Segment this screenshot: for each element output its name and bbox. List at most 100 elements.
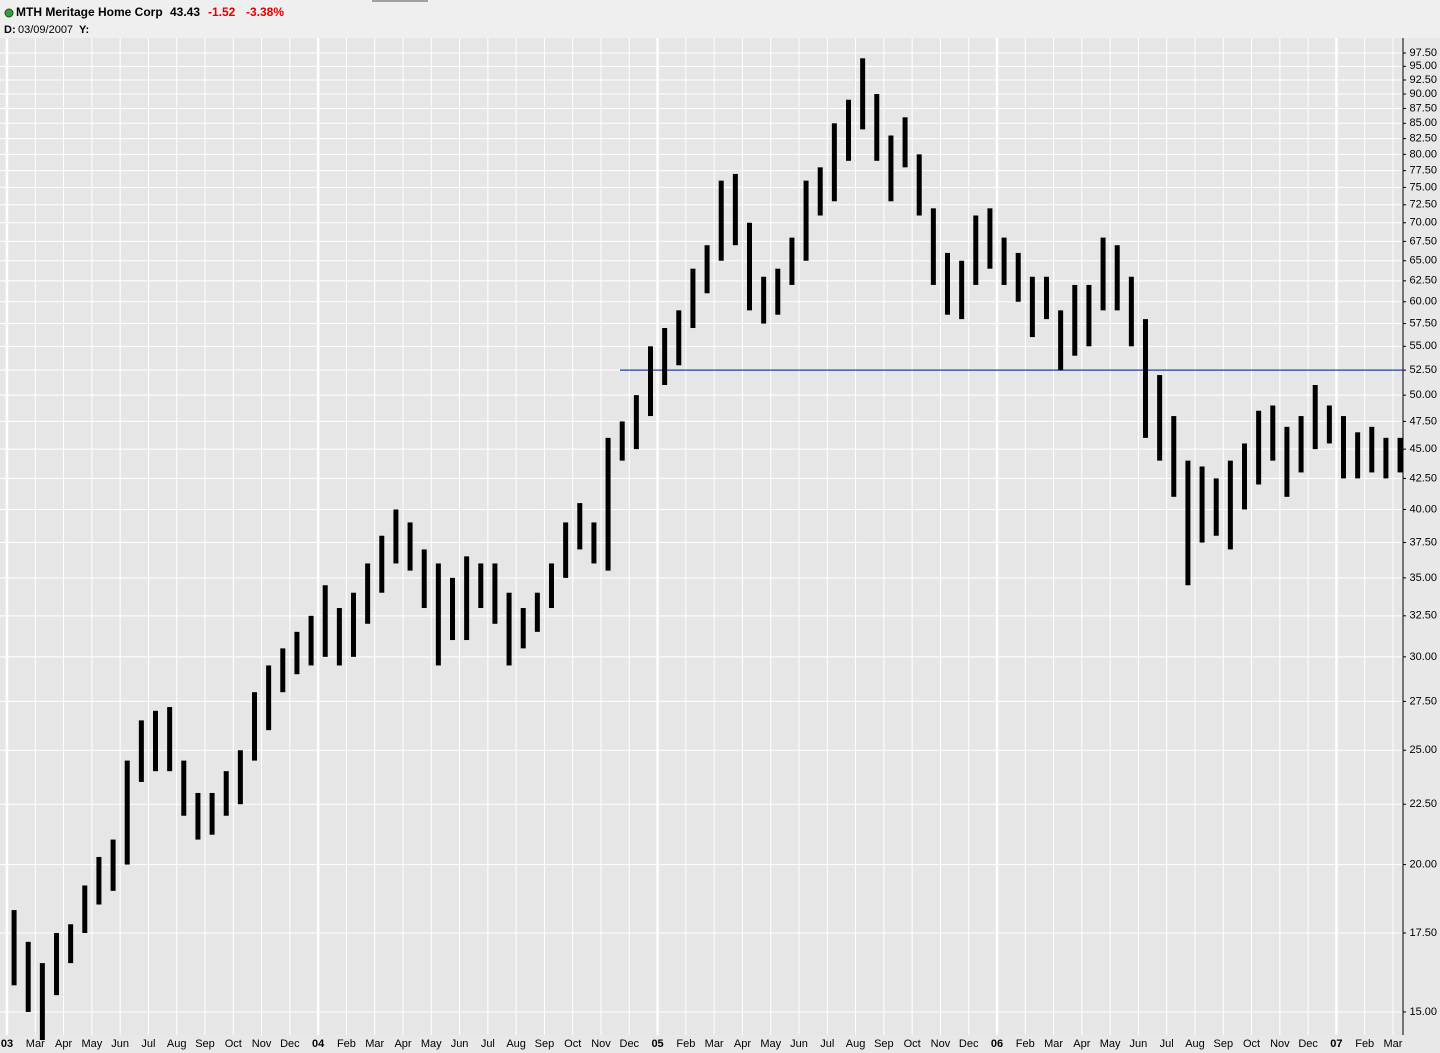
price-bar bbox=[223, 771, 229, 816]
y-tick-label: 52.50 bbox=[1409, 364, 1437, 376]
price-bar bbox=[1015, 252, 1021, 302]
y-tick-label: 77.50 bbox=[1409, 165, 1437, 177]
price-bar bbox=[478, 563, 484, 609]
x-tick-label: May bbox=[760, 1038, 781, 1050]
price-bar bbox=[789, 237, 795, 285]
x-tick-label: Dec bbox=[1298, 1038, 1318, 1050]
x-tick-label: Nov bbox=[591, 1038, 611, 1050]
x-tick-label: May bbox=[81, 1038, 102, 1050]
x-tick-label: 04 bbox=[312, 1038, 325, 1050]
y-tick-label: 60.00 bbox=[1409, 296, 1437, 308]
price-bar bbox=[549, 563, 554, 609]
scroll-handle bbox=[372, 0, 428, 2]
price-bar bbox=[987, 208, 993, 269]
price-bar bbox=[563, 522, 569, 578]
price-bar bbox=[25, 941, 31, 1012]
y-tick-label: 90.00 bbox=[1409, 88, 1437, 100]
x-tick-label: Nov bbox=[252, 1038, 272, 1050]
price-bar bbox=[39, 963, 45, 1041]
x-tick-label: Apr bbox=[734, 1038, 751, 1050]
price-bar bbox=[1341, 416, 1346, 479]
y-tick-label: 22.50 bbox=[1409, 798, 1437, 810]
x-tick-label: Sep bbox=[195, 1038, 215, 1050]
y-tick-label: 55.00 bbox=[1409, 340, 1437, 352]
x-tick-label: 05 bbox=[651, 1038, 663, 1050]
change: -1.52 bbox=[208, 5, 236, 19]
price-bar bbox=[1157, 375, 1163, 461]
price-bar bbox=[1128, 276, 1134, 347]
x-tick-label: 03 bbox=[1, 1038, 13, 1050]
x-tick-label: Oct bbox=[1243, 1038, 1260, 1050]
x-tick-label: Dec bbox=[280, 1038, 300, 1050]
y-tick-label: 72.50 bbox=[1409, 199, 1437, 211]
price-bar bbox=[492, 563, 498, 624]
x-tick-label: Mar bbox=[365, 1038, 384, 1050]
price-bar bbox=[393, 509, 399, 564]
price-bar bbox=[1242, 443, 1247, 510]
price-bar bbox=[1383, 437, 1389, 479]
price-bar bbox=[421, 549, 427, 609]
x-tick-label: Mar bbox=[1384, 1038, 1403, 1050]
x-tick-label: Nov bbox=[1270, 1038, 1290, 1050]
price-bar bbox=[973, 215, 979, 285]
price-bar bbox=[1256, 410, 1262, 485]
y-tick-label: 45.00 bbox=[1409, 443, 1437, 455]
x-tick-label: Mar bbox=[26, 1038, 45, 1050]
price-bar bbox=[676, 310, 682, 366]
y-tick-label: 82.50 bbox=[1409, 133, 1437, 145]
price-bar bbox=[1355, 432, 1361, 479]
y-tick-label: 57.50 bbox=[1409, 317, 1437, 329]
price-bar bbox=[124, 760, 130, 865]
price-bar bbox=[1114, 245, 1120, 311]
price-bar bbox=[407, 522, 413, 571]
price-bar bbox=[435, 563, 441, 666]
price-bar bbox=[1397, 437, 1403, 473]
x-tick-label: Apr bbox=[55, 1038, 72, 1050]
price-bar bbox=[1284, 426, 1290, 497]
y-tick-label: 47.50 bbox=[1409, 415, 1437, 427]
price-bar bbox=[860, 58, 866, 130]
price-bar bbox=[1199, 466, 1205, 543]
price-bar bbox=[945, 252, 950, 315]
header-bar bbox=[0, 0, 1440, 38]
price-bar bbox=[803, 180, 809, 261]
y-tick-label: 65.00 bbox=[1409, 255, 1437, 267]
x-tick-label: Sep bbox=[535, 1038, 555, 1050]
x-tick-label: Mar bbox=[1044, 1038, 1063, 1050]
x-tick-label: Aug bbox=[846, 1038, 866, 1050]
price-bar bbox=[68, 924, 74, 964]
x-tick-label: Aug bbox=[506, 1038, 526, 1050]
x-tick-label: Feb bbox=[1355, 1038, 1374, 1050]
y-tick-label: 70.00 bbox=[1409, 217, 1437, 229]
y-tick-label: 42.50 bbox=[1409, 472, 1437, 484]
price-bar bbox=[252, 692, 257, 761]
x-tick-label: May bbox=[421, 1038, 442, 1050]
y-tick-label: 17.50 bbox=[1409, 927, 1437, 939]
y-label: Y: bbox=[79, 24, 89, 36]
x-tick-label: Jul bbox=[141, 1038, 155, 1050]
price-bar bbox=[506, 592, 512, 666]
price-bar bbox=[1298, 416, 1304, 473]
price-bar bbox=[1029, 276, 1035, 338]
date: 03/09/2007 bbox=[18, 24, 73, 36]
x-tick-label: 06 bbox=[991, 1038, 1003, 1050]
price-bar bbox=[1044, 276, 1049, 320]
price-bar bbox=[1086, 284, 1092, 347]
y-tick-label: 25.00 bbox=[1409, 744, 1437, 756]
price-bar bbox=[916, 154, 922, 216]
price-bar bbox=[1001, 237, 1007, 285]
x-tick-label: May bbox=[1100, 1038, 1121, 1050]
price-bar bbox=[747, 222, 752, 311]
x-tick-label: Feb bbox=[337, 1038, 356, 1050]
y-tick-label: 37.50 bbox=[1409, 536, 1437, 548]
x-tick-label: Oct bbox=[564, 1038, 581, 1050]
price-bar bbox=[1072, 284, 1078, 356]
price-bar bbox=[181, 760, 187, 816]
price-bar bbox=[1143, 319, 1148, 438]
price-bar bbox=[690, 268, 696, 329]
price-bar bbox=[817, 167, 823, 216]
price-bar bbox=[11, 910, 17, 986]
x-tick-label: Jul bbox=[1160, 1038, 1174, 1050]
price-bar bbox=[761, 276, 767, 324]
